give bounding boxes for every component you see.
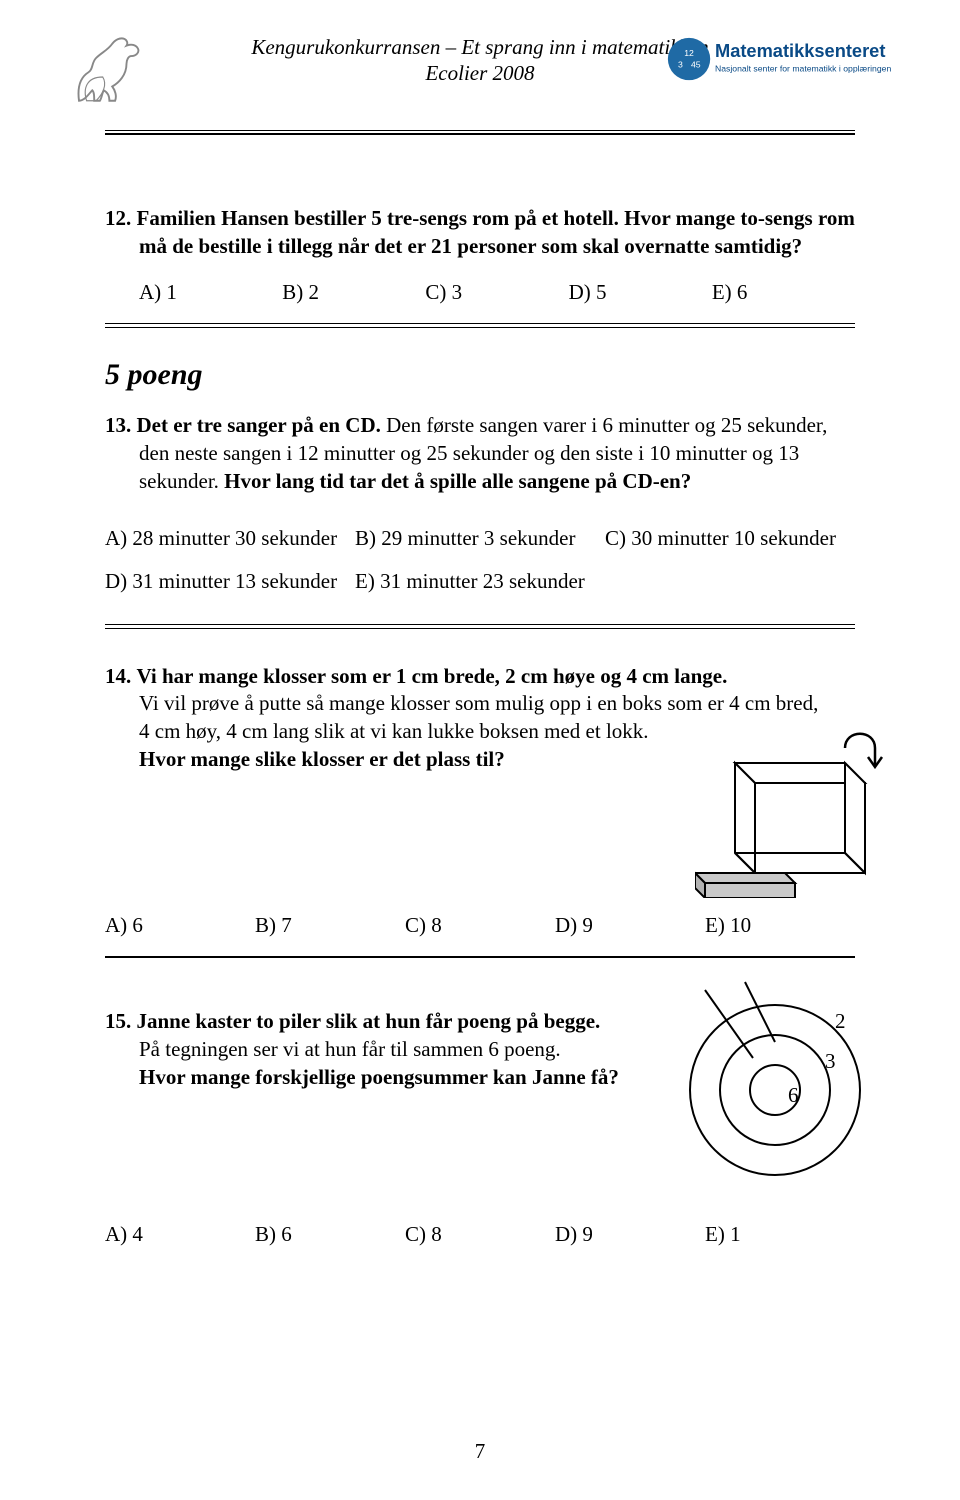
q13-answer-b: B) 29 minutter 3 sekunder — [355, 526, 605, 551]
question-14: 14. Vi har mange klosser som er 1 cm bre… — [105, 663, 855, 959]
q13-answers-row2: D) 31 minutter 13 sekunder E) 31 minutte… — [105, 569, 855, 594]
svg-text:12: 12 — [684, 48, 694, 58]
q13-bold2: Hvor lang tid tar det å spille alle sang… — [224, 469, 691, 493]
page: Kengurukonkurransen – Et sprang inn i ma… — [0, 0, 960, 1500]
matematikksenteret-logo: 12 3 45 Matematikksenteret Nasjonalt sen… — [665, 32, 915, 87]
q14-figure — [695, 723, 895, 898]
page-number: 7 — [0, 1439, 960, 1464]
kangaroo-logo — [60, 20, 155, 115]
section-5poeng: 5 poeng — [105, 358, 855, 392]
q12-line1: Familien Hansen bestiller 5 tre-sengs ro… — [137, 206, 855, 230]
q15-answer-e: E) 1 — [705, 1222, 855, 1247]
q12-line2: må de bestille i tillegg når det er 21 p… — [139, 234, 802, 258]
q14-line3: 4 cm høy, 4 cm lang slik at vi kan lukke… — [139, 719, 649, 743]
q14-answer-a: A) 6 — [105, 913, 255, 938]
q14-answer-d: D) 9 — [555, 913, 705, 938]
q15-label-3: 3 — [825, 1049, 836, 1073]
q15-answer-c: C) 8 — [405, 1222, 555, 1247]
q12-answer-d: D) 5 — [569, 280, 712, 305]
q15-line3: Hvor mange forskjellige poengsummer kan … — [139, 1065, 619, 1089]
q15-answers: A) 4 B) 6 C) 8 D) 9 E) 1 — [105, 1222, 855, 1247]
q12-answers: A) 1 B) 2 C) 3 D) 5 E) 6 — [105, 280, 855, 305]
q15-label-6: 6 — [788, 1083, 799, 1107]
q13-answers-row1: A) 28 minutter 30 sekunder B) 29 minutte… — [105, 526, 855, 551]
q15-answer-a: A) 4 — [105, 1222, 255, 1247]
logo-right-line1: Matematikksenteret — [715, 40, 885, 61]
q13-answer-spacer — [605, 569, 855, 594]
q13-text: 13. Det er tre sanger på en CD. Den førs… — [105, 412, 855, 495]
svg-text:3: 3 — [678, 60, 683, 70]
q12-answer-c: C) 3 — [425, 280, 568, 305]
q12-number: 12. — [105, 206, 131, 230]
svg-text:45: 45 — [691, 60, 701, 70]
q14-answer-e: E) 10 — [705, 913, 855, 938]
q15-answer-b: B) 6 — [255, 1222, 405, 1247]
q12-divider-2 — [105, 327, 855, 328]
q14-answer-c: C) 8 — [405, 913, 555, 938]
q13-answer-a: A) 28 minutter 30 sekunder — [105, 526, 355, 551]
q15-line2: På tegningen ser vi at hun får til samme… — [139, 1037, 561, 1061]
page-header: Kengurukonkurransen – Et sprang inn i ma… — [105, 30, 855, 120]
q15-line1: Janne kaster to piler slik at hun får po… — [137, 1009, 601, 1033]
q15-label-2: 2 — [835, 1009, 846, 1033]
q15-number: 15. — [105, 1009, 131, 1033]
q14-line1: Vi har mange klosser som er 1 cm brede, … — [137, 664, 728, 688]
q14-divider — [105, 956, 855, 958]
question-13: 13. Det er tre sanger på en CD. Den førs… — [105, 412, 855, 628]
q14-line4: Hvor mange slike klosser er det plass ti… — [139, 747, 505, 771]
q12-answer-e: E) 6 — [712, 280, 855, 305]
q15-figure: 2 3 6 — [675, 980, 875, 1180]
q13-bold1: Det er tre sanger på en CD. — [137, 413, 387, 437]
q14-line2: Vi vil prøve å putte så mange klosser so… — [139, 691, 818, 715]
question-15: 15. Janne kaster to piler slik at hun få… — [105, 1008, 855, 1246]
q12-answer-b: B) 2 — [282, 280, 425, 305]
q13-answer-e: E) 31 minutter 23 sekunder — [355, 569, 605, 594]
q14-number: 14. — [105, 664, 131, 688]
q15-answer-d: D) 9 — [555, 1222, 705, 1247]
q13-answer-c: C) 30 minutter 10 sekunder — [605, 526, 855, 551]
q14-answers: A) 6 B) 7 C) 8 D) 9 E) 10 — [105, 913, 855, 938]
q12-answer-a: A) 1 — [139, 280, 282, 305]
q14-answer-b: B) 7 — [255, 913, 405, 938]
q13-number: 13. — [105, 413, 131, 437]
content: 12. Familien Hansen bestiller 5 tre-seng… — [105, 135, 855, 1247]
q12-text: 12. Familien Hansen bestiller 5 tre-seng… — [105, 205, 855, 260]
q13-answer-d: D) 31 minutter 13 sekunder — [105, 569, 355, 594]
q13-divider-2 — [105, 628, 855, 629]
logo-right-line2: Nasjonalt senter for matematikk i opplær… — [715, 64, 891, 74]
header-rule-thin — [105, 130, 855, 131]
question-12: 12. Familien Hansen bestiller 5 tre-seng… — [105, 205, 855, 328]
